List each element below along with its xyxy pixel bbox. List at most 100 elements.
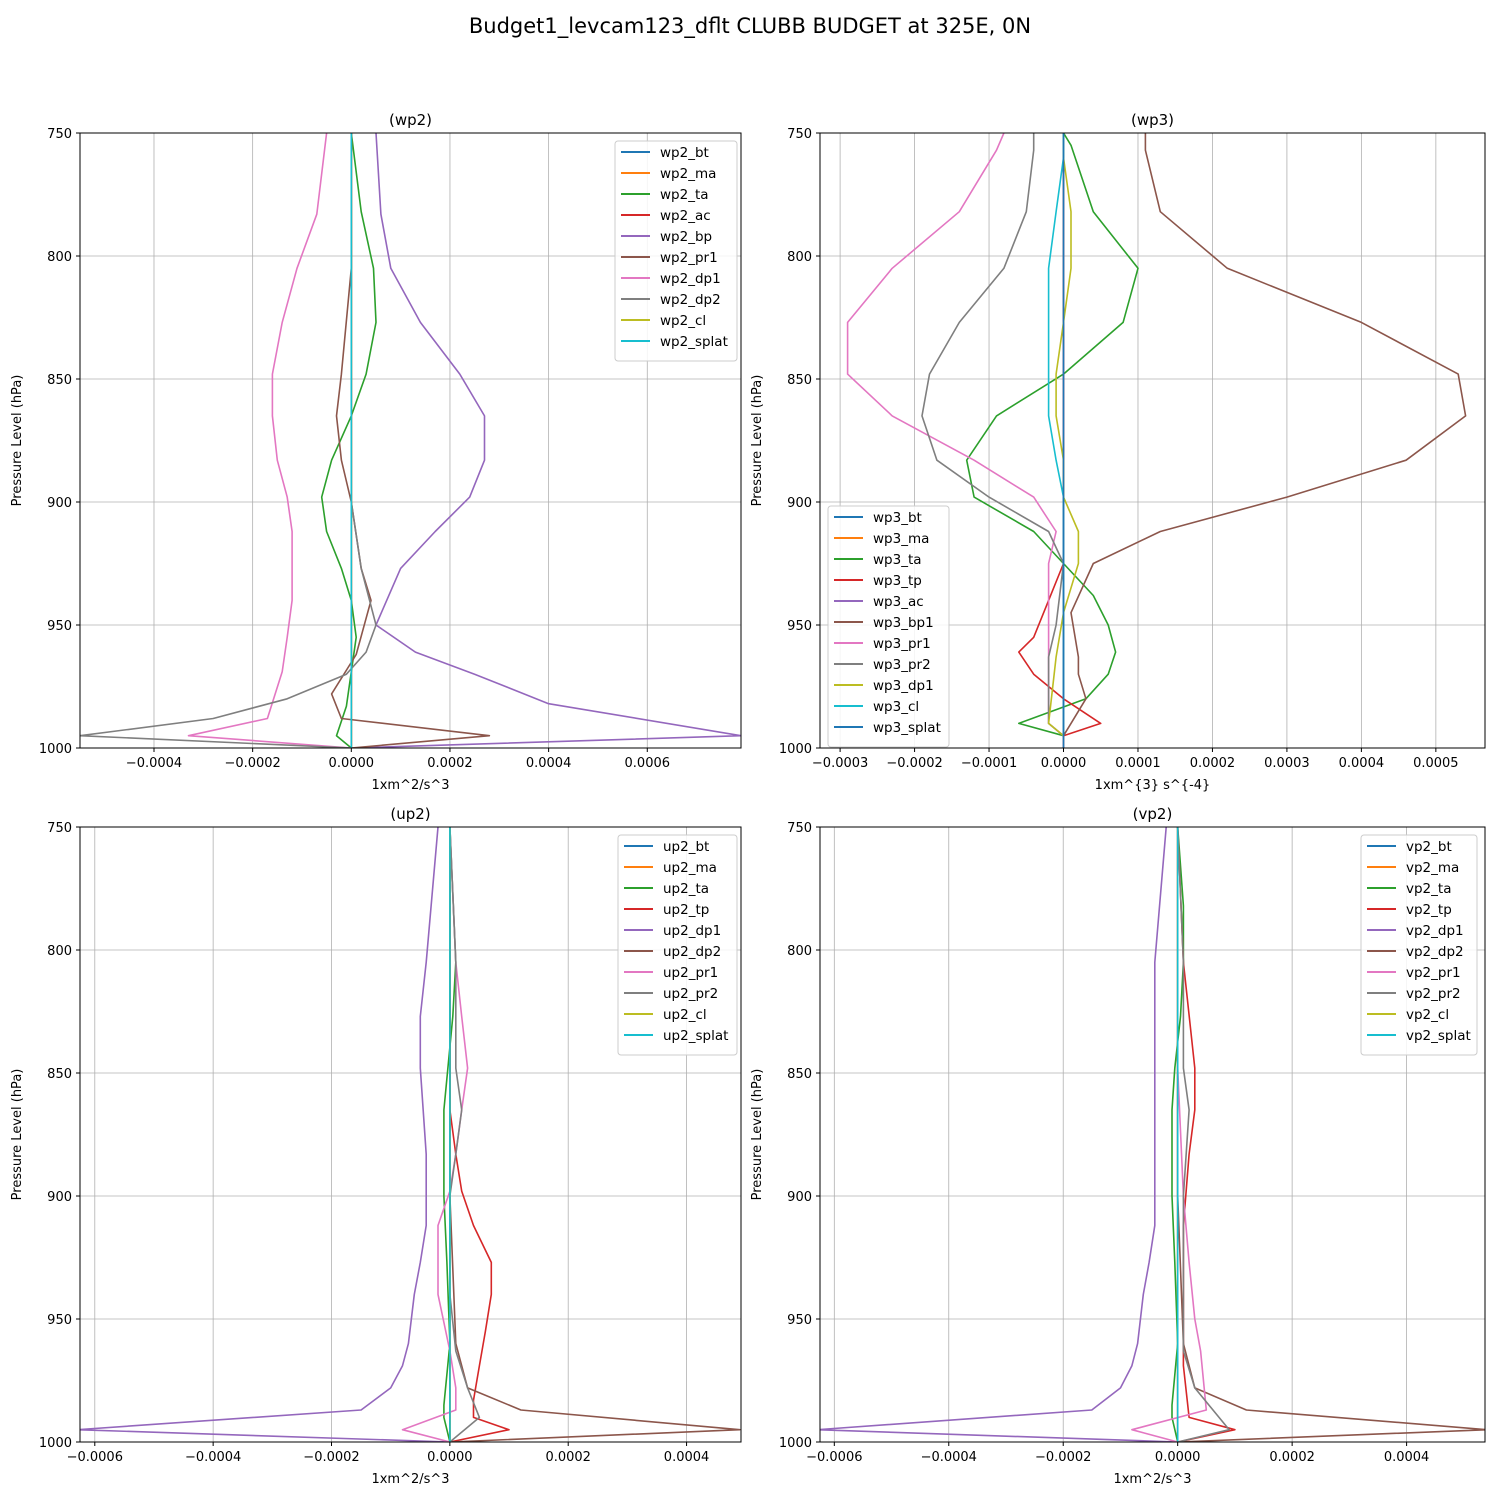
legend-label: up2_pr2 xyxy=(663,986,718,1002)
chart-title: (up2) xyxy=(390,805,430,823)
legend-label: up2_dp2 xyxy=(663,944,721,960)
x-tick-label: 0.0003 xyxy=(1264,756,1310,771)
chart-panel-0: −0.0004 −0.0002 0.0000 0.0002 0.0004 0.0006 75… xyxy=(10,111,742,793)
legend-label: vp2_pr1 xyxy=(1406,965,1461,981)
legend-label: up2_tp xyxy=(663,902,709,918)
x-tick-label: 0.0000 xyxy=(329,756,375,771)
legend-label: wp3_splat xyxy=(873,720,941,736)
legend-label: wp3_bp1 xyxy=(873,615,934,631)
x-tick-label: −0.0004 xyxy=(126,756,182,771)
series-line-wp2_pr1 xyxy=(330,133,491,748)
legend-label: vp2_dp1 xyxy=(1406,923,1464,939)
chart-panel-3: −0.0006 −0.0004 −0.0002 0.0000 0.0002 0.0004 7… xyxy=(750,805,1486,1487)
chart-title: (vp2) xyxy=(1133,805,1173,823)
series-line-vp2_pr2 xyxy=(1176,827,1230,1442)
y-tick-label: 950 xyxy=(47,619,72,634)
chart-panel-1: −0.0003 −0.0002 −0.0001 0.0000 0.0001 0.0002 0… xyxy=(750,111,1486,793)
y-tick-label: 850 xyxy=(47,1067,72,1082)
x-tick-label: 0.0002 xyxy=(1269,1450,1315,1465)
legend-label: wp2_ma xyxy=(660,166,716,182)
y-axis-label: Pressure Level (hPa) xyxy=(750,375,765,507)
legend-label: vp2_tp xyxy=(1406,902,1452,918)
y-tick-label: 1000 xyxy=(39,742,72,757)
legend-label: wp2_bt xyxy=(660,145,709,161)
y-tick-label: 950 xyxy=(787,1313,812,1328)
y-tick-label: 750 xyxy=(47,821,72,836)
x-tick-label: −0.0002 xyxy=(886,756,942,771)
chart-title: (wp2) xyxy=(389,111,432,129)
x-tick-label: 0.0004 xyxy=(526,756,572,771)
x-tick-label: 0.0002 xyxy=(1190,756,1236,771)
legend-label: vp2_splat xyxy=(1406,1028,1471,1044)
y-tick-label: 850 xyxy=(47,373,72,388)
y-tick-label: 800 xyxy=(47,944,72,959)
legend-label: wp3_ta xyxy=(873,552,922,568)
y-tick-label: 750 xyxy=(787,821,812,836)
y-tick-label: 800 xyxy=(787,944,812,959)
series-line-up2_dp1 xyxy=(80,827,450,1442)
legend: wp2_bt wp2_ma wp2_ta wp2_ac wp2_bp wp2_pr1 wp2… xyxy=(614,140,738,362)
chart-panel-2: −0.0006 −0.0004 −0.0002 0.0000 0.0002 0.0004 7… xyxy=(10,805,742,1487)
series-line-wp2_dp2 xyxy=(80,133,377,748)
x-axis-label: 1xm^2/s^3 xyxy=(371,1472,449,1487)
y-tick-label: 850 xyxy=(787,373,812,388)
y-tick-label: 750 xyxy=(47,127,72,142)
y-tick-label: 950 xyxy=(47,1313,72,1328)
legend-label: vp2_pr2 xyxy=(1406,986,1461,1002)
y-tick-label: 950 xyxy=(787,619,812,634)
legend-label: wp3_dp1 xyxy=(873,678,934,694)
x-axis-label: 1xm^2/s^3 xyxy=(1113,1472,1191,1487)
axes-frame xyxy=(819,132,1486,749)
legend: vp2_bt vp2_ma vp2_ta vp2_tp vp2_dp1 vp2_dp2vp… xyxy=(1360,834,1478,1056)
x-tick-label: −0.0002 xyxy=(303,1450,359,1465)
y-tick-label: 900 xyxy=(787,496,812,511)
figure-title: Budget1_levcam123_dflt CLUBB BUDGET at 3… xyxy=(468,14,1032,38)
y-tick-label: 800 xyxy=(47,250,72,265)
y-tick-label: 800 xyxy=(787,250,812,265)
series-line-wp2_ta xyxy=(320,133,377,748)
legend-label: wp2_ta xyxy=(660,187,709,203)
chart-title: (wp3) xyxy=(1131,111,1174,129)
x-tick-label: −0.0002 xyxy=(224,756,280,771)
x-tick-label: −0.0006 xyxy=(806,1450,862,1465)
x-axis-label: 1xm^2/s^3 xyxy=(371,778,449,793)
series-line-wp3_ta xyxy=(965,133,1139,737)
legend-label: up2_ta xyxy=(663,881,709,897)
legend-label: wp3_cl xyxy=(873,699,919,715)
legend-label: vp2_cl xyxy=(1406,1007,1449,1023)
legend: wp3_bt wp3_ma wp3_ta wp3_tp wp3_ac wp3_bp1 wp3… xyxy=(827,505,950,748)
y-axis-label: Pressure Level (hPa) xyxy=(750,1069,765,1201)
legend-label: wp3_tp xyxy=(873,573,922,589)
legend: up2_bt up2_ma up2_ta up2_tp up2_dp1 up2_dp2up… xyxy=(617,834,738,1056)
legend-label: wp3_bt xyxy=(873,510,922,526)
legend-label: wp3_pr1 xyxy=(873,636,931,652)
y-tick-label: 1000 xyxy=(39,1436,72,1451)
legend-label: wp3_ac xyxy=(873,594,924,610)
y-tick-label: 1000 xyxy=(779,1436,812,1451)
x-tick-label: 0.0004 xyxy=(1384,1450,1430,1465)
y-tick-label: 750 xyxy=(787,127,812,142)
x-tick-label: −0.0001 xyxy=(961,756,1017,771)
y-tick-label: 1000 xyxy=(779,742,812,757)
x-tick-label: −0.0006 xyxy=(67,1450,123,1465)
legend-label: up2_ma xyxy=(663,860,717,876)
y-tick-label: 900 xyxy=(47,496,72,511)
legend-label: wp3_pr2 xyxy=(873,657,931,673)
y-axis-label: Pressure Level (hPa) xyxy=(10,1069,25,1201)
x-tick-label: 0.0004 xyxy=(664,1450,710,1465)
y-tick-label: 900 xyxy=(47,1190,72,1205)
legend-label: wp2_dp1 xyxy=(660,271,721,287)
legend-label: up2_cl xyxy=(663,1007,707,1023)
x-tick-label: −0.0002 xyxy=(1035,1450,1091,1465)
legend-label: vp2_bt xyxy=(1406,839,1452,855)
legend-label: vp2_dp2 xyxy=(1406,944,1464,960)
x-tick-label: −0.0004 xyxy=(921,1450,977,1465)
legend-label: up2_dp1 xyxy=(663,923,721,939)
legend-label: up2_splat xyxy=(663,1028,728,1044)
series-line-vp2_dp1 xyxy=(820,827,1178,1442)
legend-label: wp2_splat xyxy=(660,334,728,350)
x-tick-label: 0.0005 xyxy=(1413,756,1459,771)
x-tick-label: 0.0004 xyxy=(1339,756,1385,771)
legend-label: wp2_dp2 xyxy=(660,292,721,308)
